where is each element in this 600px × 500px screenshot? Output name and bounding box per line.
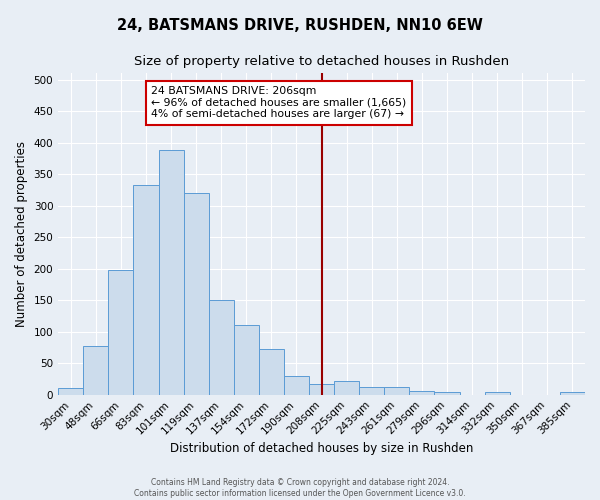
Bar bbox=[385, 386, 409, 394]
Bar bbox=[259, 348, 284, 395]
Text: Contains HM Land Registry data © Crown copyright and database right 2024.
Contai: Contains HM Land Registry data © Crown c… bbox=[134, 478, 466, 498]
Bar bbox=[284, 376, 309, 394]
Bar bbox=[109, 270, 133, 394]
Bar bbox=[560, 392, 585, 394]
X-axis label: Distribution of detached houses by size in Rushden: Distribution of detached houses by size … bbox=[170, 442, 473, 455]
Bar bbox=[234, 326, 259, 394]
Y-axis label: Number of detached properties: Number of detached properties bbox=[15, 141, 28, 327]
Bar bbox=[158, 150, 184, 394]
Text: 24, BATSMANS DRIVE, RUSHDEN, NN10 6EW: 24, BATSMANS DRIVE, RUSHDEN, NN10 6EW bbox=[117, 18, 483, 32]
Bar bbox=[334, 382, 359, 394]
Bar bbox=[58, 388, 83, 394]
Bar bbox=[359, 386, 385, 394]
Bar bbox=[434, 392, 460, 394]
Bar bbox=[309, 384, 334, 394]
Bar bbox=[485, 392, 510, 394]
Bar bbox=[209, 300, 234, 394]
Bar bbox=[133, 185, 158, 394]
Bar bbox=[184, 193, 209, 394]
Title: Size of property relative to detached houses in Rushden: Size of property relative to detached ho… bbox=[134, 55, 509, 68]
Text: 24 BATSMANS DRIVE: 206sqm
← 96% of detached houses are smaller (1,665)
4% of sem: 24 BATSMANS DRIVE: 206sqm ← 96% of detac… bbox=[151, 86, 406, 119]
Bar bbox=[409, 391, 434, 394]
Bar bbox=[83, 346, 109, 395]
